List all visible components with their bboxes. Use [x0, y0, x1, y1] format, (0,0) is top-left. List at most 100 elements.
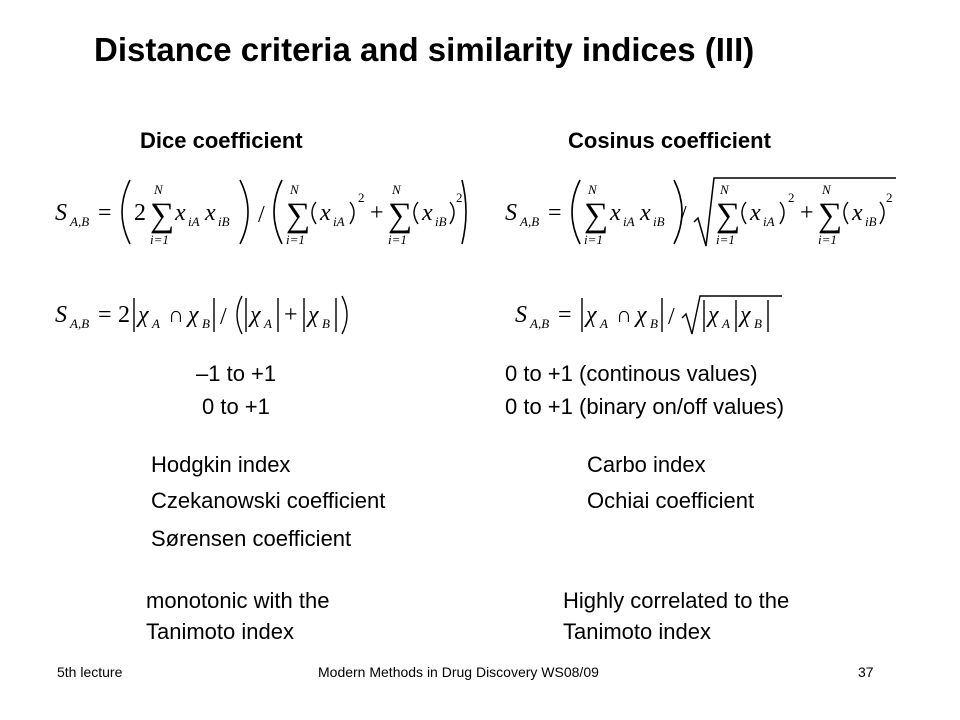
cos-f1-lp3 [741, 201, 747, 225]
cosinus-range-2: 0 to +1 (binary on/off values) [505, 394, 785, 419]
cos-f1-x1: x [609, 200, 621, 226]
cos-f1-iB1: iB [653, 214, 665, 229]
dice-f1-N1: N [153, 182, 164, 197]
cos-f1-i3: i=1 [818, 232, 837, 247]
dice-f2-B2: B [322, 316, 330, 331]
dice-f1-lparen [121, 179, 131, 245]
dice-f1-rp4 [449, 201, 455, 225]
dice-f2-A1: A [151, 316, 160, 331]
cos-f1-iA2: iA [763, 214, 775, 229]
dice-f1-iA2: iA [333, 214, 345, 229]
dice-f2-chi3: χ [248, 302, 262, 328]
cos-f1-rp4 [879, 201, 885, 225]
cos-f1-sum1: ∑ [584, 197, 608, 234]
dice-f1-N3: N [391, 182, 402, 197]
dice-f1-rparen2 [461, 179, 467, 245]
cos-f2-chi3: χ [706, 302, 720, 328]
dice-note-2: Tanimoto index [146, 619, 294, 644]
dice-f1-rp3 [349, 201, 355, 225]
dice-f2-lparen [236, 295, 243, 335]
dice-f2-rparen [341, 295, 348, 335]
dice-f1-two: 2 [134, 200, 146, 226]
cos-f1-x2: x [639, 200, 651, 226]
dice-f1-iB1: iB [218, 214, 230, 229]
dice-f1-i1: i=1 [150, 232, 169, 247]
dice-f1-iA1: iA [188, 214, 200, 229]
dice-f1-eq: = [98, 200, 112, 226]
cos-f2-eq: = [558, 302, 572, 328]
dice-f1-x2: x [204, 200, 216, 226]
dice-f1-x1: x [174, 200, 186, 226]
cos-f1-lparen [571, 179, 581, 245]
cosinus-alias-ochiai: Ochiai coefficient [587, 488, 755, 513]
dice-f2-two: 2 [118, 302, 130, 328]
cos-f2-sqrt [681, 295, 782, 335]
dice-note-1: monotonic with the [146, 588, 330, 613]
dice-f2-A2: A [263, 316, 272, 331]
dice-f1-x4: x [421, 200, 433, 226]
dice-f1-sum2: ∑ [286, 197, 310, 234]
cos-f1-iB2: iB [865, 214, 877, 229]
cosinus-formula-continuous: S A,B = ∑ N i=1 x iA x iB / ∑ N i=1 x iA… [505, 177, 896, 247]
cos-f1-sqrt [693, 177, 896, 247]
cos-f1-iA1: iA [623, 214, 635, 229]
dice-range-2: 0 to +1 [202, 394, 270, 419]
cos-f1-lp4 [843, 201, 849, 225]
dice-f1-S: S [55, 200, 67, 226]
footer-course: Modern Methods in Drug Discovery WS08/09 [318, 664, 599, 680]
cosinus-formula-binary: S A,B = χ A ∩ χ B / χ A χ B [515, 295, 782, 335]
cos-f1-sub: A,B [519, 214, 539, 229]
cos-f1-S: S [505, 200, 517, 226]
cosinus-note-1: Highly correlated to the [563, 588, 790, 613]
slide-title: Distance criteria and similarity indices… [94, 31, 755, 68]
dice-f2-slash: / [220, 304, 227, 330]
cos-f2-B2: B [754, 316, 762, 331]
cosinus-range-1: 0 to +1 (continous values) [505, 361, 758, 386]
footer-lecture: 5th lecture [57, 664, 123, 680]
dice-f2-S: S [55, 302, 67, 328]
dice-heading: Dice coefficient [140, 128, 303, 153]
dice-f2-eq: = [98, 302, 112, 328]
cos-f2-chi2: χ [634, 302, 648, 328]
dice-f1-sub: A,B [69, 214, 89, 229]
dice-alias-czekanowski: Czekanowski coefficient [151, 488, 386, 513]
dice-f1-i3: i=1 [388, 232, 407, 247]
dice-f1-i2: i=1 [286, 232, 305, 247]
cos-f2-A1: A [599, 316, 608, 331]
dice-f1-N2: N [289, 182, 300, 197]
cosinus-heading: Cosinus coefficient [568, 128, 771, 153]
dice-f2-plus: + [284, 302, 298, 328]
cos-f2-B1: B [650, 316, 658, 331]
dice-f2-cap: ∩ [168, 302, 184, 327]
dice-f1-plus: + [370, 200, 384, 226]
dice-f1-lp3 [311, 201, 317, 225]
dice-f2-B1: B [202, 316, 210, 331]
dice-f1-sum3: ∑ [388, 197, 412, 234]
dice-f2-chi2: χ [186, 302, 200, 328]
cos-f1-rp3 [779, 201, 785, 225]
cos-f1-sum3: ∑ [818, 197, 842, 234]
cos-f2-sub: A,B [529, 316, 549, 331]
cos-f1-slash: / [680, 202, 687, 228]
cos-f1-N1: N [587, 182, 598, 197]
cos-f2-cap: ∩ [616, 302, 632, 327]
dice-f1-sq2: 2 [456, 190, 463, 205]
dice-f1-lp4 [413, 201, 419, 225]
cos-f1-i1: i=1 [584, 232, 603, 247]
dice-formula-continuous: S A,B = 2 ∑ N i=1 x iA x iB / ∑ N i=1 x … [55, 179, 467, 247]
cos-f2-chi4: χ [738, 302, 752, 328]
cos-f1-sum2: ∑ [716, 197, 740, 234]
dice-f1-x3: x [319, 200, 331, 226]
dice-range-1: –1 to +1 [196, 361, 277, 386]
cosinus-note-2: Tanimoto index [563, 619, 711, 644]
dice-f1-rparen [239, 179, 249, 245]
cos-f1-sq2: 2 [886, 190, 893, 205]
cos-f1-plus: + [800, 200, 814, 226]
cosinus-alias-carbo: Carbo index [587, 452, 706, 477]
cos-f2-chi1: χ [584, 302, 598, 328]
dice-alias-hodgkin: Hodgkin index [151, 452, 291, 477]
cos-f1-x3: x [749, 200, 761, 226]
cos-f1-x4: x [851, 200, 863, 226]
dice-formula-binary: S A,B = 2 χ A ∩ χ B / χ A + χ B [55, 295, 348, 335]
dice-f2-chi1: χ [136, 302, 150, 328]
